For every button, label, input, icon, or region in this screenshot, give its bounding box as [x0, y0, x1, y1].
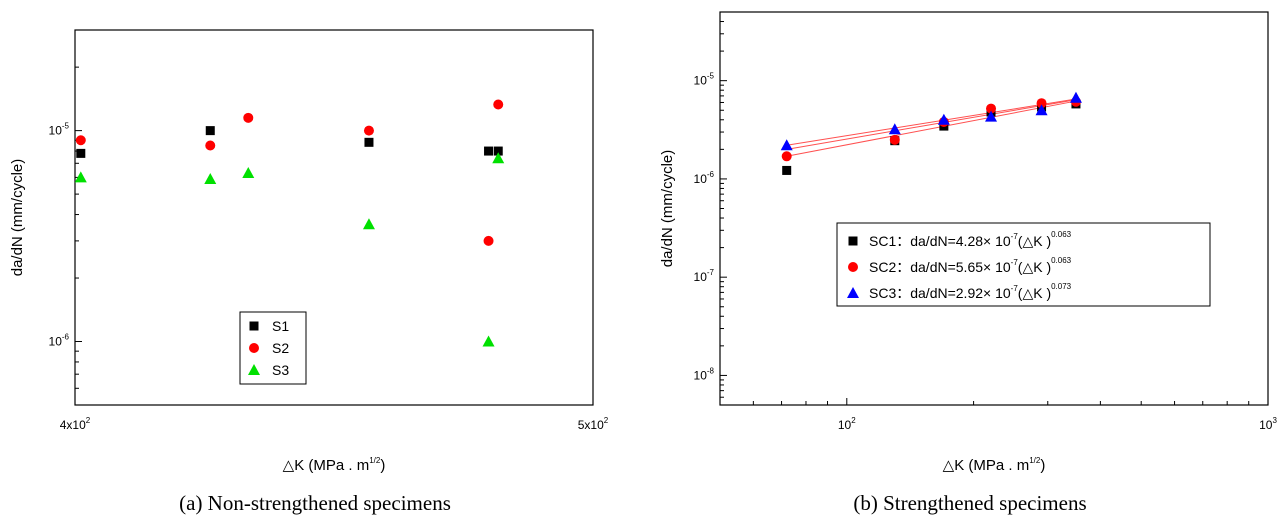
data-point-s2: [75, 135, 86, 146]
data-point-s1: [493, 146, 503, 156]
legend-label-s3: S3: [272, 362, 289, 378]
y-tick-label: 10-6: [694, 170, 715, 186]
y-tick-label: 10-7: [694, 268, 715, 284]
x-tick-label: 102: [838, 416, 856, 432]
x-tick-label: 5x102: [578, 416, 609, 432]
data-point-sc3: [888, 123, 901, 135]
legend-marker-sc3: [847, 287, 859, 298]
fit-line-sc3: [786, 98, 1077, 146]
data-point-s2: [363, 125, 374, 136]
data-point-sc3: [937, 113, 950, 125]
data-point-s1: [205, 126, 215, 136]
panel-b-legend: SC1：da/dN=4.28× 10-7(△K )0.063 SC2：da/dN=…: [836, 222, 1211, 307]
legend-marker-s2: [249, 343, 259, 353]
caption-a: (a) Non-strengthened specimens: [179, 491, 451, 515]
data-point-s1: [76, 148, 86, 158]
legend-label-s1: S1: [272, 318, 289, 334]
data-point-sc2: [1036, 98, 1047, 109]
fit-line-sc2: [786, 99, 1077, 150]
data-point-sc2: [889, 134, 900, 145]
x-tick-label: 4x102: [60, 416, 91, 432]
legend-label-sc3: SC3：da/dN=2.92× 10-7(△K )0.073: [869, 282, 1072, 301]
panel-b-axes-frame: [719, 11, 1269, 406]
data-point-s1: [364, 137, 374, 147]
data-point-s1: [484, 146, 494, 156]
data-point-sc3: [1035, 104, 1048, 116]
y-axis-label: da/dN (mm/cycle): [9, 159, 26, 277]
data-point-s3: [482, 335, 495, 347]
data-point-s3: [204, 172, 217, 184]
legend-label-sc1: SC1：da/dN=4.28× 10-7(△K )0.063: [869, 230, 1072, 249]
panel-a-plot: 4x102 5x102 10-6 10-5 △K (MPa . m1/2) da/dN (…: [9, 29, 609, 474]
x-axis-label: △K (MPa . m1/2): [943, 456, 1046, 474]
panel-a-legend: S1 S2 S3: [239, 311, 307, 385]
legend-label-sc2: SC2：da/dN=5.65× 10-7(△K )0.063: [869, 256, 1072, 275]
y-tick-label: 10-5: [694, 72, 715, 88]
data-point-sc2: [781, 151, 792, 162]
y-axis-label: da/dN (mm/cycle): [659, 150, 676, 268]
y-tick-label: 10-8: [694, 366, 715, 382]
data-point-sc1: [782, 165, 792, 175]
y-tick-label: 10-6: [49, 333, 70, 349]
data-point-s2: [483, 235, 494, 246]
data-point-sc3: [985, 110, 998, 122]
data-point-s2: [493, 99, 504, 110]
panel-a-axes-frame: [74, 29, 594, 406]
data-point-s3: [242, 166, 255, 178]
x-tick-label: 103: [1259, 416, 1277, 432]
panel-b-plot: 102 103 10-8 10-7 10-6 10-5 △K (MPa . m1/2) da/…: [659, 11, 1277, 474]
legend-marker-sc1: [848, 236, 858, 246]
data-point-sc3: [1069, 91, 1082, 103]
data-point-sc2: [986, 103, 997, 114]
legend-box: [836, 222, 1211, 307]
data-point-s3: [492, 152, 505, 164]
y-tick-label: 10-5: [49, 122, 70, 138]
legend-marker-s1: [249, 321, 259, 331]
legend-marker-s3: [248, 364, 260, 375]
legend-marker-sc2: [848, 262, 858, 272]
fit-line-sc1: [786, 100, 1077, 157]
data-point-sc3: [780, 139, 793, 151]
data-point-s2: [243, 112, 254, 123]
legend-label-s2: S2: [272, 340, 289, 356]
caption-b: (b) Strengthened specimens: [853, 491, 1086, 515]
x-axis-label: △K (MPa . m1/2): [283, 456, 386, 474]
data-point-s2: [205, 140, 216, 151]
data-point-s3: [74, 171, 87, 183]
data-point-s3: [362, 218, 375, 230]
